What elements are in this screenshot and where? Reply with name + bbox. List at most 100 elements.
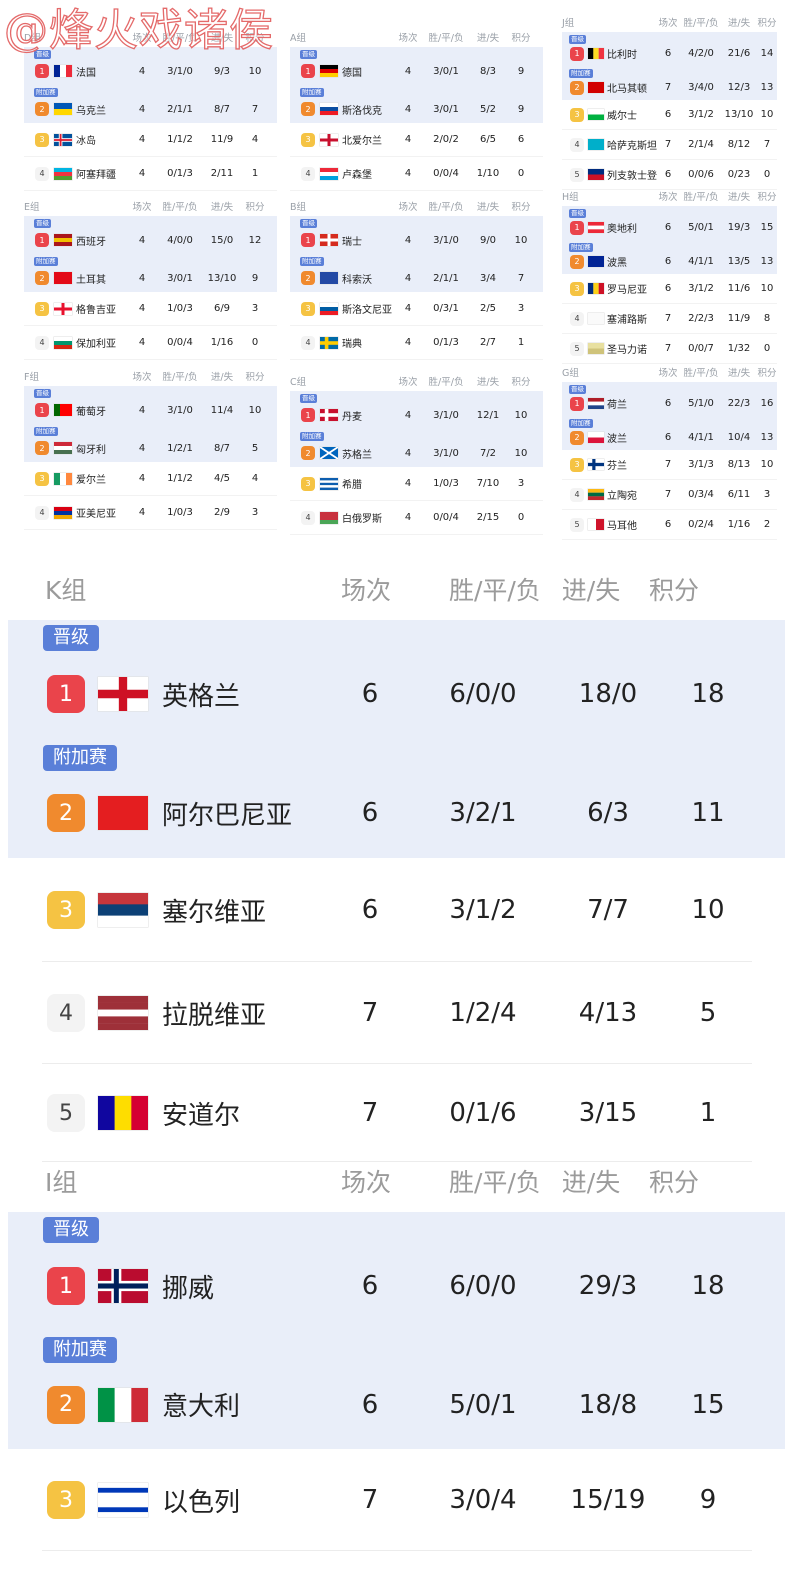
team-name[interactable]: 斯洛文尼亚 xyxy=(342,305,392,316)
team-name[interactable]: 阿塞拜疆 xyxy=(76,170,116,181)
team-name[interactable]: 德国 xyxy=(342,67,362,79)
team-name[interactable]: 比利时 xyxy=(607,50,637,61)
points-header: 积分 xyxy=(649,1168,700,1197)
team-name[interactable]: 卢森堡 xyxy=(342,170,372,181)
table-row[interactable]: 3 威尔士 6 3/1/2 13/10 10 xyxy=(562,100,777,130)
team-name[interactable]: 科索沃 xyxy=(342,274,372,286)
team-name[interactable]: 白俄罗斯 xyxy=(342,514,382,525)
team-name[interactable]: 波兰 xyxy=(607,434,627,445)
table-row[interactable]: 4 拉脱维亚 7 1/2/4 4/13 5 xyxy=(8,962,785,1064)
team-name[interactable]: 波黑 xyxy=(607,258,627,269)
table-row[interactable]: 5 安道尔 7 0/1/6 3/15 1 xyxy=(8,1064,785,1162)
table-row[interactable]: 附加赛 2 意大利 6 5/0/1 18/8 15 xyxy=(8,1332,785,1449)
table-row[interactable]: 3 芬兰 7 3/1/3 8/13 10 xyxy=(562,450,777,480)
team-name[interactable]: 瑞士 xyxy=(342,236,362,248)
team-name[interactable]: 斯洛伐克 xyxy=(342,105,382,117)
team-name[interactable]: 马耳他 xyxy=(607,521,637,532)
table-row[interactable]: 晋级 1 奥地利 6 5/0/1 19/3 15 xyxy=(562,206,777,240)
table-row[interactable]: 附加赛 2 阿尔巴尼亚 6 3/2/1 6/3 11 xyxy=(8,740,785,858)
team-name[interactable]: 格鲁吉亚 xyxy=(76,305,116,316)
team-name[interactable]: 拉脱维亚 xyxy=(162,1000,267,1031)
table-row[interactable]: 附加赛 2 波兰 6 4/1/1 10/4 13 xyxy=(562,416,777,450)
table-row[interactable]: 4 哈萨克斯坦 7 2/1/4 8/12 7 xyxy=(562,130,777,160)
team-name[interactable]: 塞尔维亚 xyxy=(162,897,267,928)
table-row[interactable]: 3 爱尔兰 4 1/1/2 4/5 4 xyxy=(24,462,277,496)
team-name[interactable]: 西班牙 xyxy=(76,236,106,248)
table-row[interactable]: 晋级 1 瑞士 4 3/1/0 9/0 10 xyxy=(290,216,543,254)
team-name[interactable]: 亚美尼亚 xyxy=(76,509,116,520)
team-name[interactable]: 圣马力诺 xyxy=(607,345,647,356)
table-row[interactable]: 4 立陶宛 7 0/3/4 6/11 3 xyxy=(562,480,777,510)
team-name[interactable]: 列支敦士登 xyxy=(607,171,657,182)
table-row[interactable]: 附加赛 2 苏格兰 4 3/1/0 7/2 10 xyxy=(290,429,543,467)
table-row[interactable]: 附加赛 2 匈牙利 4 1/2/1 8/7 5 xyxy=(24,424,277,462)
played-header: 场次 xyxy=(398,202,418,213)
table-row[interactable]: 4 白俄罗斯 4 0/0/4 2/15 0 xyxy=(290,501,543,535)
table-row[interactable]: 晋级 1 丹麦 4 3/1/0 12/1 10 xyxy=(290,391,543,429)
table-row[interactable]: 附加赛 2 土耳其 4 3/0/1 13/10 9 xyxy=(24,254,277,292)
team-name[interactable]: 瑞典 xyxy=(342,339,362,350)
rank-badge: 3 xyxy=(570,457,584,472)
team-name[interactable]: 保加利亚 xyxy=(76,339,116,350)
team-name[interactable]: 爱尔兰 xyxy=(76,475,106,486)
table-row[interactable]: 4 亚美尼亚 4 1/0/3 2/9 3 xyxy=(24,496,277,530)
goals-value: 1/16 xyxy=(210,337,234,348)
table-row[interactable]: 3 斯洛文尼亚 4 0/3/1 2/5 3 xyxy=(290,292,543,326)
table-row[interactable]: 附加赛 2 北马其顿 7 3/4/0 12/3 13 xyxy=(562,66,777,100)
table-row[interactable]: 3 罗马尼亚 6 3/1/2 11/6 10 xyxy=(562,274,777,304)
table-row[interactable]: 晋级 1 德国 4 3/0/1 8/3 9 xyxy=(290,47,543,85)
team-name[interactable]: 丹麦 xyxy=(342,411,362,423)
table-row[interactable]: 4 瑞典 4 0/1/3 2/7 1 xyxy=(290,326,543,360)
team-name[interactable]: 法国 xyxy=(76,67,96,79)
table-row[interactable]: 附加赛 2 科索沃 4 2/1/1 3/4 7 xyxy=(290,254,543,292)
table-row[interactable]: 4 保加利亚 4 0/0/4 1/16 0 xyxy=(24,326,277,360)
table-row[interactable]: 4 阿塞拜疆 4 0/1/3 2/11 1 xyxy=(24,157,277,191)
team-name[interactable]: 匈牙利 xyxy=(76,444,106,456)
table-row[interactable]: 3 以色列 7 3/0/4 15/19 9 xyxy=(8,1449,785,1551)
team-name[interactable]: 塞浦路斯 xyxy=(607,315,647,326)
table-row[interactable]: 3 冰岛 4 1/1/2 11/9 4 xyxy=(24,123,277,157)
team-name[interactable]: 北马其顿 xyxy=(607,84,647,95)
team-name[interactable]: 立陶宛 xyxy=(607,491,637,502)
team-name[interactable]: 葡萄牙 xyxy=(76,406,106,418)
table-row[interactable]: 3 北爱尔兰 4 2/0/2 6/5 6 xyxy=(290,123,543,157)
table-row[interactable]: 3 格鲁吉亚 4 1/0/3 6/9 3 xyxy=(24,292,277,326)
team-name[interactable]: 冰岛 xyxy=(76,136,96,147)
table-row[interactable]: 晋级 1 比利时 6 4/2/0 21/6 14 xyxy=(562,32,777,66)
table-row[interactable]: 5 马耳他 6 0/2/4 1/16 2 xyxy=(562,510,777,540)
table-row[interactable]: 晋级 1 荷兰 6 5/1/0 22/3 16 xyxy=(562,382,777,416)
team-name[interactable]: 威尔士 xyxy=(607,111,637,122)
team-name[interactable]: 罗马尼亚 xyxy=(607,285,647,296)
team-name[interactable]: 芬兰 xyxy=(607,461,627,472)
table-row[interactable]: 晋级 1 葡萄牙 4 3/1/0 11/4 10 xyxy=(24,386,277,424)
table-row[interactable]: 4 塞浦路斯 7 2/2/3 11/9 8 xyxy=(562,304,777,334)
team-name[interactable]: 乌克兰 xyxy=(76,105,106,117)
table-row[interactable]: 附加赛 2 乌克兰 4 2/1/1 8/7 7 xyxy=(24,85,277,123)
wdl-value: 0/0/4 xyxy=(433,168,459,179)
team-name[interactable]: 北爱尔兰 xyxy=(342,136,382,147)
team-name[interactable]: 以色列 xyxy=(162,1487,241,1518)
table-row[interactable]: 晋级 1 法国 4 3/1/0 9/3 10 xyxy=(24,47,277,85)
team-name[interactable]: 阿尔巴尼亚 xyxy=(162,800,293,831)
team-name[interactable]: 英格兰 xyxy=(162,681,241,712)
table-row[interactable]: 3 塞尔维亚 6 3/1/2 7/7 10 xyxy=(8,858,785,962)
team-name[interactable]: 土耳其 xyxy=(76,274,106,286)
team-name[interactable]: 安道尔 xyxy=(162,1100,241,1131)
team-name[interactable]: 挪威 xyxy=(162,1273,215,1304)
table-row[interactable]: 晋级 1 英格兰 6 6/0/0 18/0 18 xyxy=(8,620,785,740)
table-row[interactable]: 附加赛 2 波黑 6 4/1/1 13/5 13 xyxy=(562,240,777,274)
team-name[interactable]: 荷兰 xyxy=(607,400,627,411)
team-name[interactable]: 哈萨克斯坦 xyxy=(607,141,657,152)
table-row[interactable]: 5 圣马力诺 7 0/0/7 1/32 0 xyxy=(562,334,777,364)
team-name[interactable]: 奥地利 xyxy=(607,224,637,235)
team-name[interactable]: 苏格兰 xyxy=(342,449,372,461)
team-name[interactable]: 意大利 xyxy=(162,1392,241,1422)
table-row[interactable]: 附加赛 2 斯洛伐克 4 3/0/1 5/2 9 xyxy=(290,85,543,123)
table-row[interactable]: 晋级 1 挪威 6 6/0/0 29/3 18 xyxy=(8,1212,785,1332)
team-name[interactable]: 希腊 xyxy=(342,480,362,491)
flag-es-icon xyxy=(54,234,72,246)
table-row[interactable]: 晋级 1 西班牙 4 4/0/0 15/0 12 xyxy=(24,216,277,254)
table-row[interactable]: 3 希腊 4 1/0/3 7/10 3 xyxy=(290,467,543,501)
table-row[interactable]: 4 卢森堡 4 0/0/4 1/10 0 xyxy=(290,157,543,191)
table-row[interactable]: 5 列支敦士登 6 0/0/6 0/23 0 xyxy=(562,160,777,190)
